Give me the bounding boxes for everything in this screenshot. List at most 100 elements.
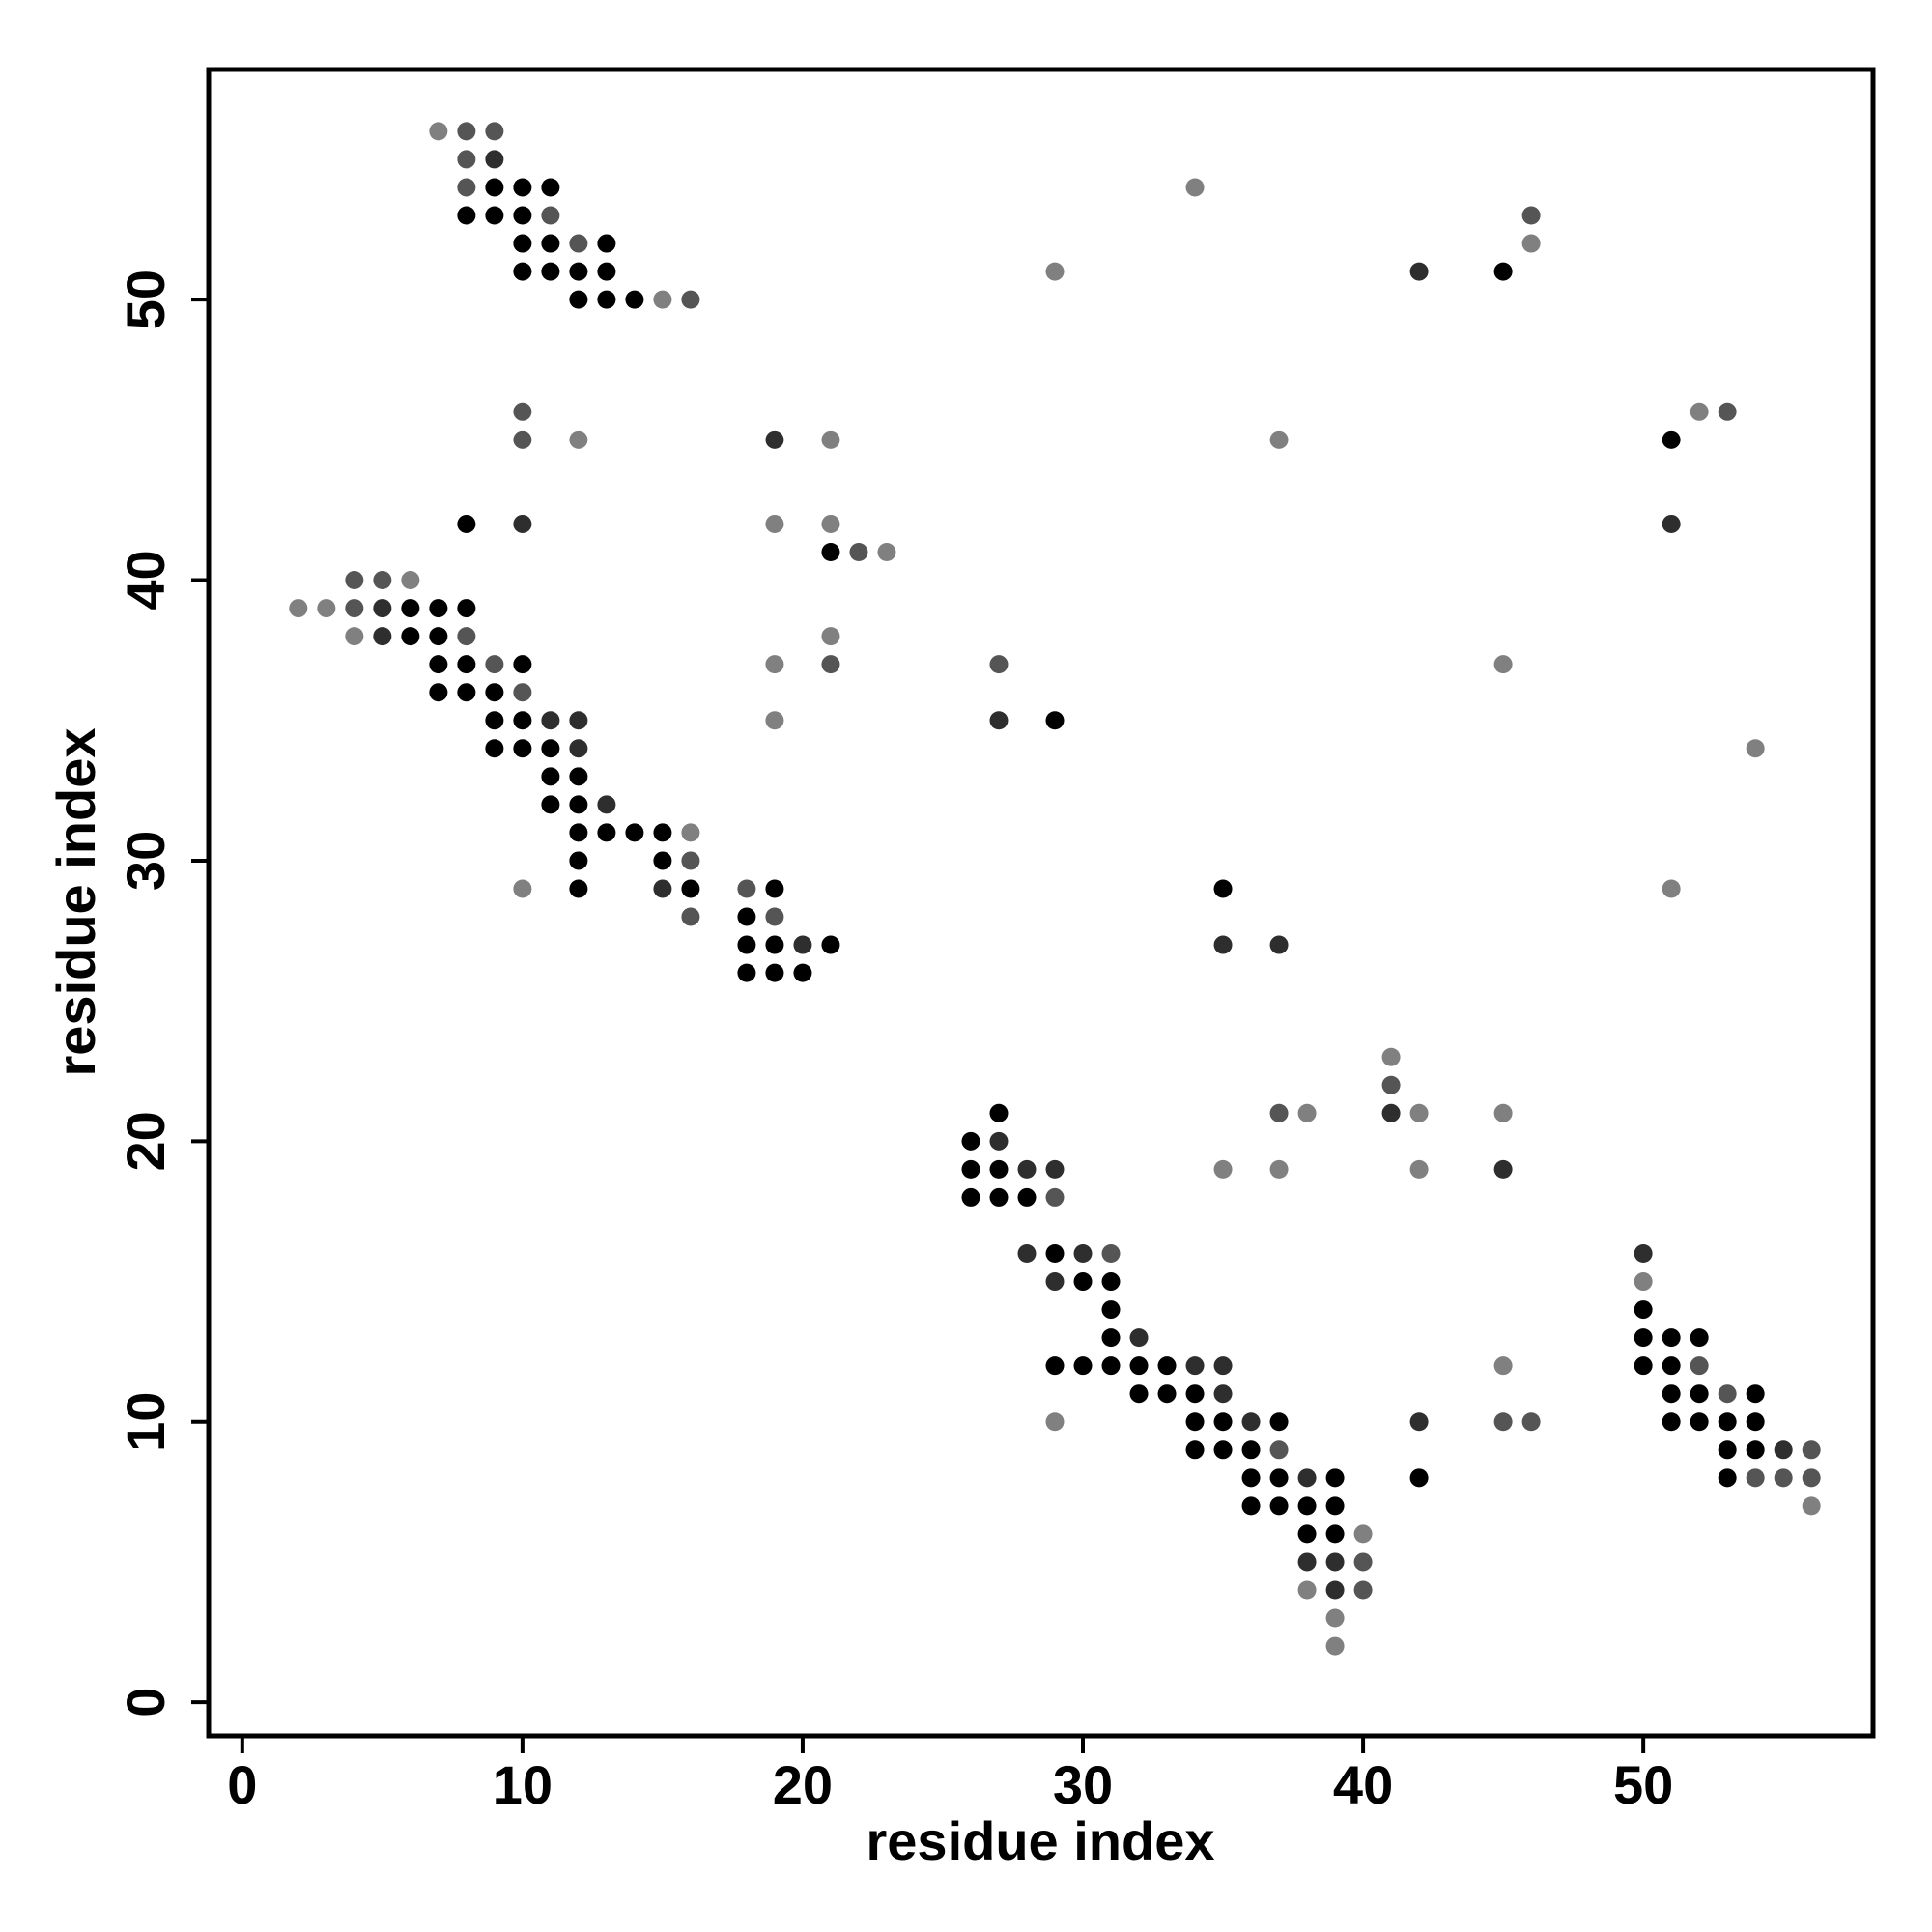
contact-point — [1746, 739, 1765, 758]
contact-point — [513, 514, 532, 533]
contact-point — [569, 823, 588, 842]
contact-point — [1129, 1356, 1149, 1376]
contact-point — [541, 234, 560, 253]
contact-point — [457, 599, 476, 618]
contact-point — [541, 739, 560, 758]
contact-point — [765, 879, 784, 898]
contact-point — [485, 206, 504, 225]
contact-point — [1045, 1187, 1065, 1207]
x-tick-label: 10 — [493, 1754, 553, 1815]
y-axis-title: residue index — [45, 727, 106, 1076]
contact-point — [681, 879, 700, 898]
contact-point — [1185, 1384, 1205, 1404]
contact-point — [1662, 514, 1681, 533]
contact-point — [653, 879, 672, 898]
contact-point — [765, 514, 784, 533]
contact-point — [569, 795, 588, 814]
contact-point — [1381, 1047, 1401, 1066]
contact-point — [1690, 402, 1709, 421]
contact-point — [569, 739, 588, 758]
x-tick-label: 50 — [1613, 1754, 1673, 1815]
contact-point — [485, 739, 504, 758]
contact-point — [821, 514, 840, 533]
contact-point — [373, 627, 392, 646]
contact-point — [1774, 1440, 1793, 1460]
contact-point — [765, 711, 784, 730]
contact-point — [1269, 430, 1289, 449]
contact-point — [1353, 1552, 1373, 1572]
contact-point — [1185, 1356, 1205, 1376]
contact-point — [1746, 1412, 1765, 1432]
contact-point — [1241, 1496, 1261, 1516]
contact-point — [1325, 1580, 1345, 1600]
contact-point — [1662, 1328, 1681, 1348]
contact-point — [961, 1131, 980, 1151]
contact-point — [541, 262, 560, 281]
contact-point — [1045, 711, 1065, 730]
x-axis-title: residue index — [866, 1810, 1214, 1871]
contact-point — [765, 430, 784, 449]
y-tick-label: 40 — [115, 550, 176, 610]
contact-point — [317, 599, 336, 618]
plot-frame — [206, 67, 1876, 1739]
contact-point — [737, 879, 756, 898]
contact-point — [821, 542, 840, 561]
contact-point — [1045, 1412, 1065, 1432]
contact-point — [1045, 1244, 1065, 1264]
contact-point — [765, 907, 784, 926]
contact-point — [597, 234, 616, 253]
contact-point — [653, 290, 672, 309]
contact-point — [1746, 1440, 1765, 1460]
contact-point — [849, 542, 868, 561]
contact-point — [1045, 262, 1065, 281]
contact-point — [821, 655, 840, 674]
contact-point — [1241, 1412, 1261, 1432]
y-tick-label: 20 — [115, 1111, 176, 1171]
x-axis: 0 10 20 30 40 50 — [227, 1736, 1673, 1815]
contact-point — [1073, 1272, 1093, 1292]
contact-point — [1325, 1608, 1345, 1628]
y-axis: 0 10 20 30 40 50 — [115, 270, 209, 1718]
contact-point — [1045, 1356, 1065, 1376]
contact-point — [1521, 234, 1541, 253]
contact-point — [541, 206, 560, 225]
contact-point — [1718, 1468, 1737, 1488]
contact-point — [457, 683, 476, 702]
contact-point — [1746, 1468, 1765, 1488]
contact-point — [569, 879, 588, 898]
contact-point — [793, 963, 812, 982]
contact-point — [1101, 1272, 1121, 1292]
contact-point — [1269, 1440, 1289, 1460]
contact-point — [541, 767, 560, 786]
contact-point — [1662, 430, 1681, 449]
y-tick-label: 50 — [115, 270, 176, 329]
contact-point — [1493, 655, 1513, 674]
contact-point — [737, 935, 756, 954]
contact-point — [429, 683, 448, 702]
contact-point — [485, 711, 504, 730]
y-tick-label: 30 — [115, 831, 176, 891]
y-tick-label: 10 — [115, 1392, 176, 1452]
contact-point — [597, 795, 616, 814]
contact-point — [1325, 1636, 1345, 1656]
contact-point — [1493, 1356, 1513, 1376]
contact-point — [1101, 1244, 1121, 1264]
contact-point — [1493, 1159, 1513, 1179]
contact-point — [1409, 1103, 1429, 1122]
contact-point — [1493, 262, 1513, 281]
contact-point — [1802, 1496, 1821, 1516]
contact-point — [485, 655, 504, 674]
contact-point — [1634, 1356, 1653, 1376]
x-tick-label: 20 — [773, 1754, 833, 1815]
contact-point — [457, 627, 476, 646]
contact-point — [1409, 262, 1429, 281]
contact-point — [821, 430, 840, 449]
contact-point — [793, 935, 812, 954]
contact-point — [1185, 1440, 1205, 1460]
contact-point — [1662, 879, 1681, 898]
contact-point — [401, 599, 420, 618]
contact-point — [1297, 1468, 1317, 1488]
contact-point — [569, 767, 588, 786]
contact-point — [1802, 1468, 1821, 1488]
